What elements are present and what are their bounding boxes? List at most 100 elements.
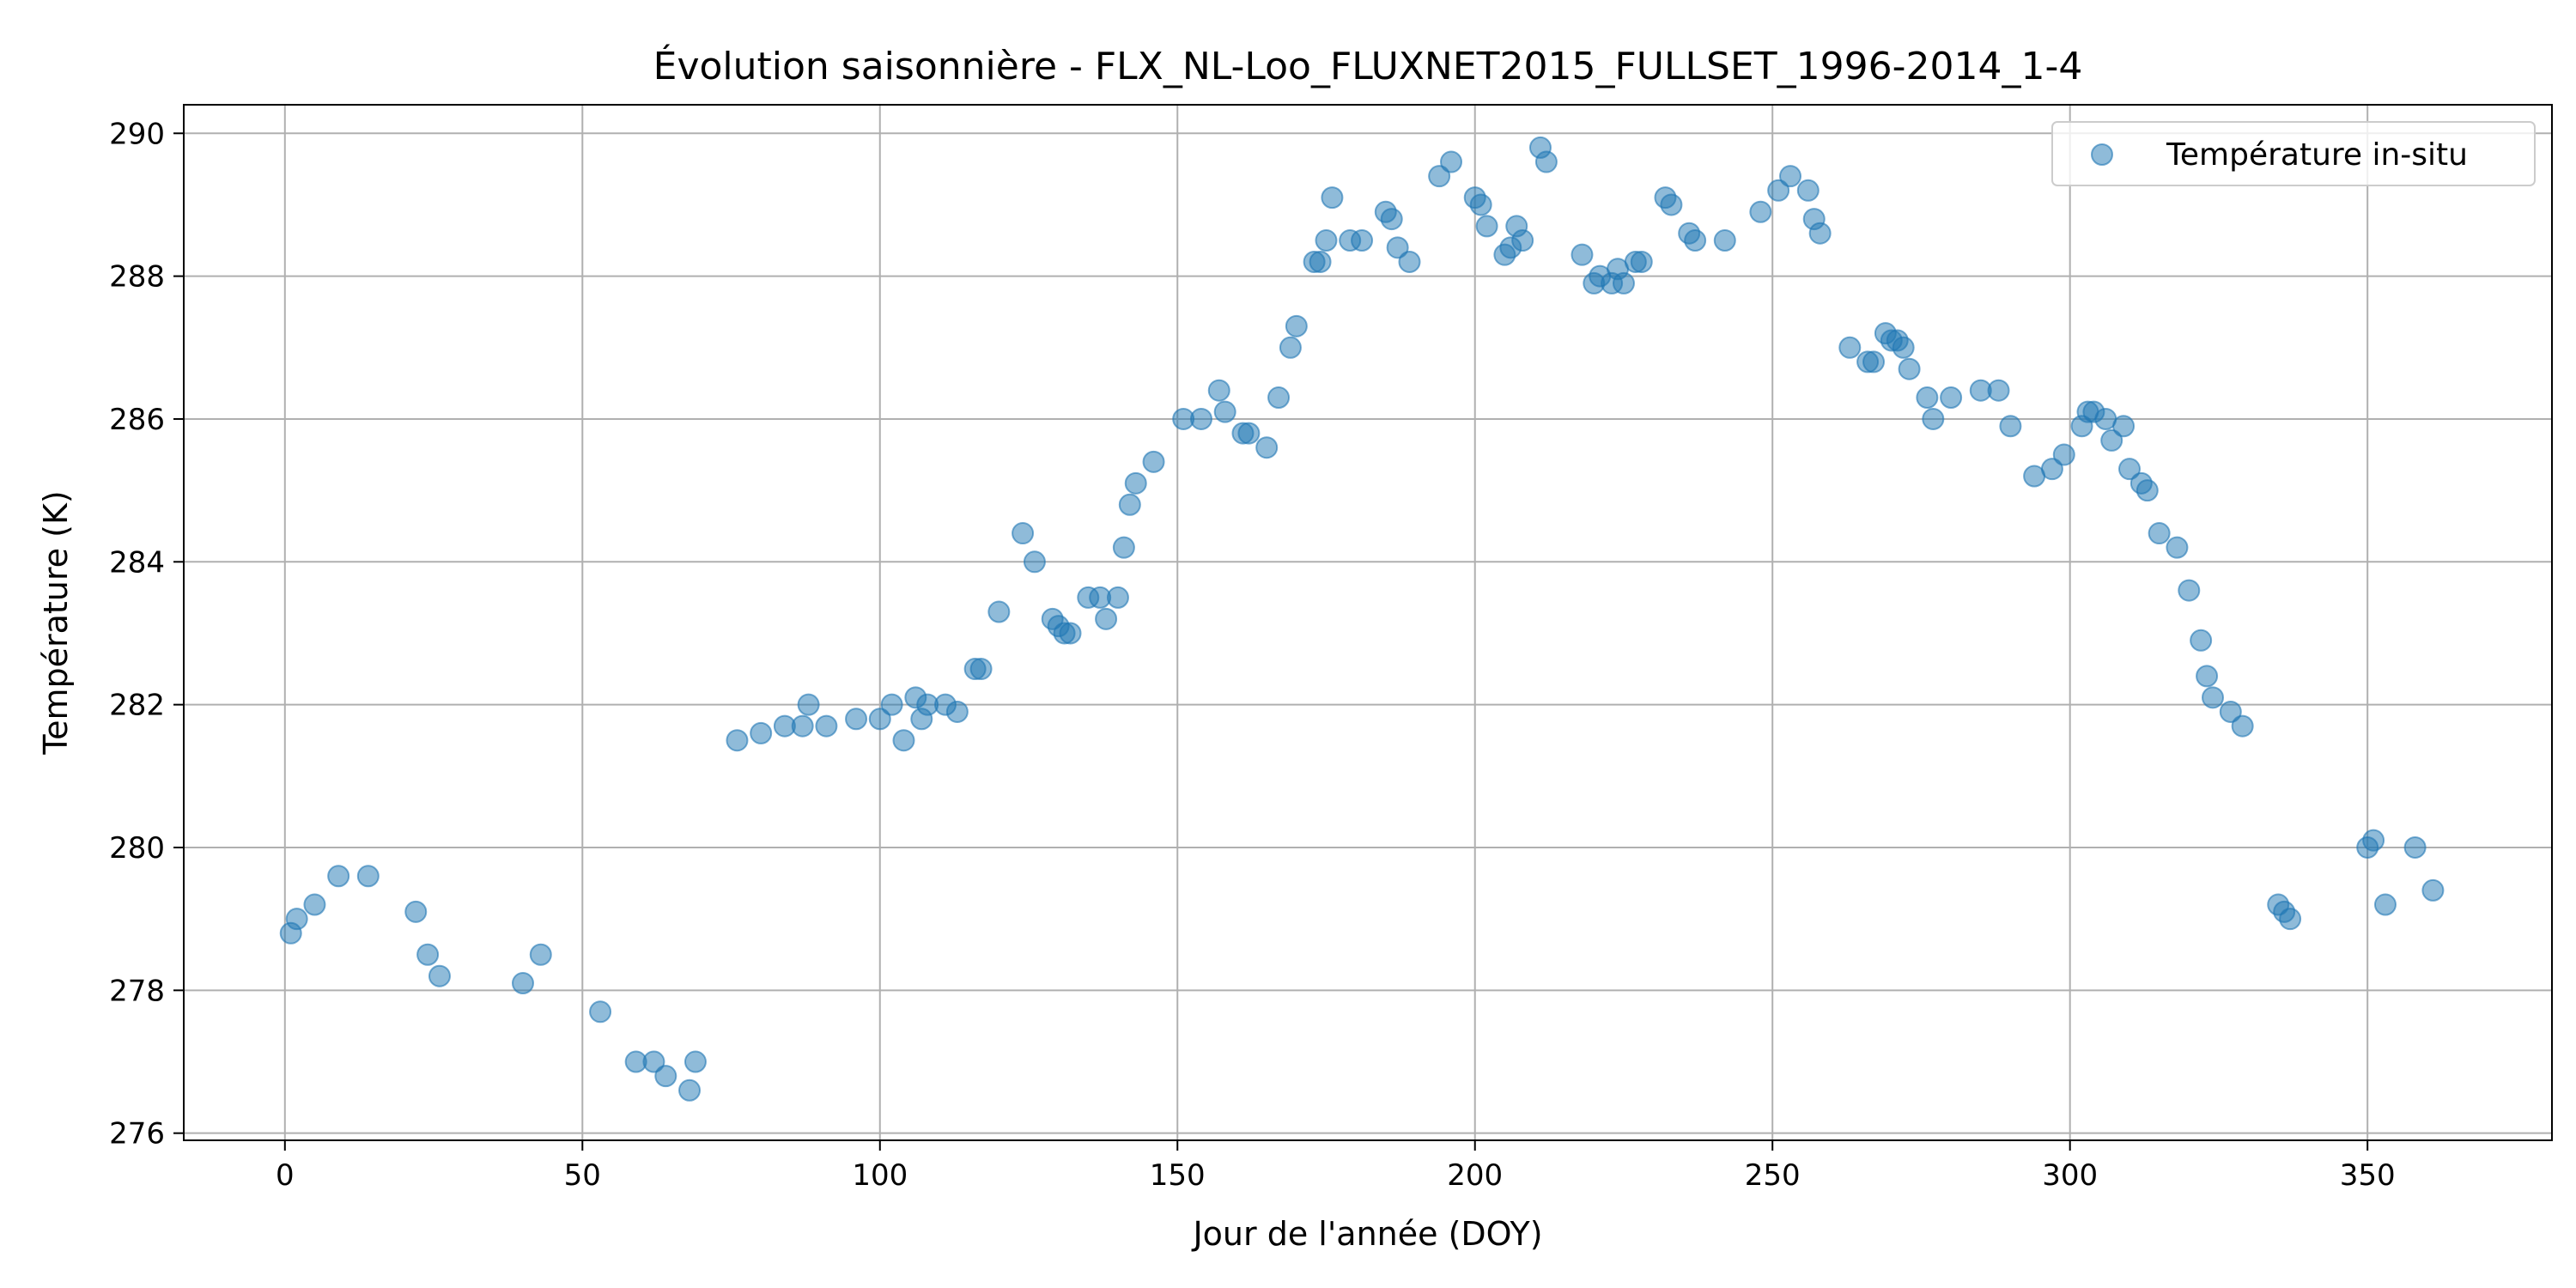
data-point [529,943,552,966]
legend-marker [2091,143,2113,166]
data-point [1112,536,1135,559]
data-points [279,136,2445,1102]
data-point [1380,208,1403,231]
data-point [1023,550,1046,574]
data-point [1118,493,1141,516]
data-point [404,900,428,923]
data-point [1255,436,1279,459]
data-point [2040,458,2063,481]
data-point [1012,522,1035,545]
y-axis-ticks: 276 278 280 282 284 286 288 290 [109,117,184,1151]
data-point [2178,579,2201,602]
data-point [1999,415,2022,438]
y-tick-label: 286 [109,403,165,437]
data-point [1351,229,1374,252]
data-point [1386,236,1409,259]
data-point [1808,222,1832,245]
data-point [327,865,350,888]
plot-area-frame [183,104,2553,1141]
data-point [416,943,440,966]
data-point [1940,386,1963,410]
data-point [726,729,749,752]
data-point [1309,250,1332,273]
data-point [1898,357,1921,380]
data-point [683,1050,707,1073]
data-point [1660,193,1683,216]
data-point [1612,271,1635,295]
data-point [1892,336,1915,359]
legend-label: Température in-situ [2166,137,2468,173]
data-point [2362,829,2385,852]
x-tick-label: 200 [1447,1158,1503,1193]
data-point [987,600,1011,623]
x-axis-ticks: 0 50 100 150 200 250 300 350 [276,1140,2396,1193]
data-point [1534,150,1558,173]
y-tick-label: 282 [109,689,165,723]
data-point [845,708,868,731]
data-point [2190,629,2213,652]
data-point [1124,471,1147,495]
data-point [285,908,308,931]
y-tick-label: 288 [109,260,165,295]
data-point [356,865,380,888]
data-point [2166,536,2189,559]
data-point [642,1050,665,1073]
data-point [1142,450,1165,473]
data-point [2279,908,2302,931]
chart-title: Évolution saisonnière - FLX_NL-Loo_FLUXN… [653,43,2083,88]
x-tick-label: 0 [276,1158,295,1193]
data-point [969,658,993,681]
data-point [1095,607,1118,630]
data-point [1767,179,1790,202]
data-point [1207,379,1230,402]
data-point [1267,386,1291,410]
data-point [2136,479,2159,502]
data-point [2421,878,2445,902]
data-point [2100,428,2123,452]
x-tick-label: 100 [852,1158,908,1193]
data-point [1189,407,1212,430]
data-point [1749,200,1772,223]
data-point [2373,893,2397,916]
legend: Température in-situ [2051,121,2536,186]
legend-box [2051,121,2536,186]
data-point [1987,379,2010,402]
data-point [1398,250,1421,273]
data-point [1630,250,1653,273]
data-point [1237,422,1261,445]
data-point [2202,686,2225,709]
grid-lines [184,105,2552,1140]
data-point [1059,622,1082,645]
y-tick-label: 290 [109,117,165,151]
data-point [1475,215,1498,238]
data-point [1796,179,1820,202]
y-tick-label: 276 [109,1117,165,1151]
data-point [2148,522,2171,545]
data-point [678,1078,702,1102]
data-point [815,714,838,738]
y-tick-label: 284 [109,545,165,580]
data-point [589,1000,612,1024]
data-point [511,972,534,995]
data-point [1571,243,1594,266]
y-tick-label: 278 [109,974,165,1008]
data-point [750,721,773,744]
data-point [1469,193,1492,216]
data-point [1684,229,1707,252]
data-point [1315,229,1338,252]
data-point [2117,458,2141,481]
data-point [1428,165,1451,188]
data-point [1106,586,1129,609]
x-tick-label: 300 [2042,1158,2098,1193]
x-tick-label: 250 [1745,1158,1801,1193]
data-point [1440,150,1463,173]
data-point [1922,407,1945,430]
data-point [303,893,326,916]
data-point [1321,186,1344,210]
data-point [868,708,891,731]
data-point [654,1065,677,1088]
x-axis-label: Jour de l'année (DOY) [1191,1215,1542,1253]
data-point [2219,700,2242,723]
data-point [1285,314,1308,337]
